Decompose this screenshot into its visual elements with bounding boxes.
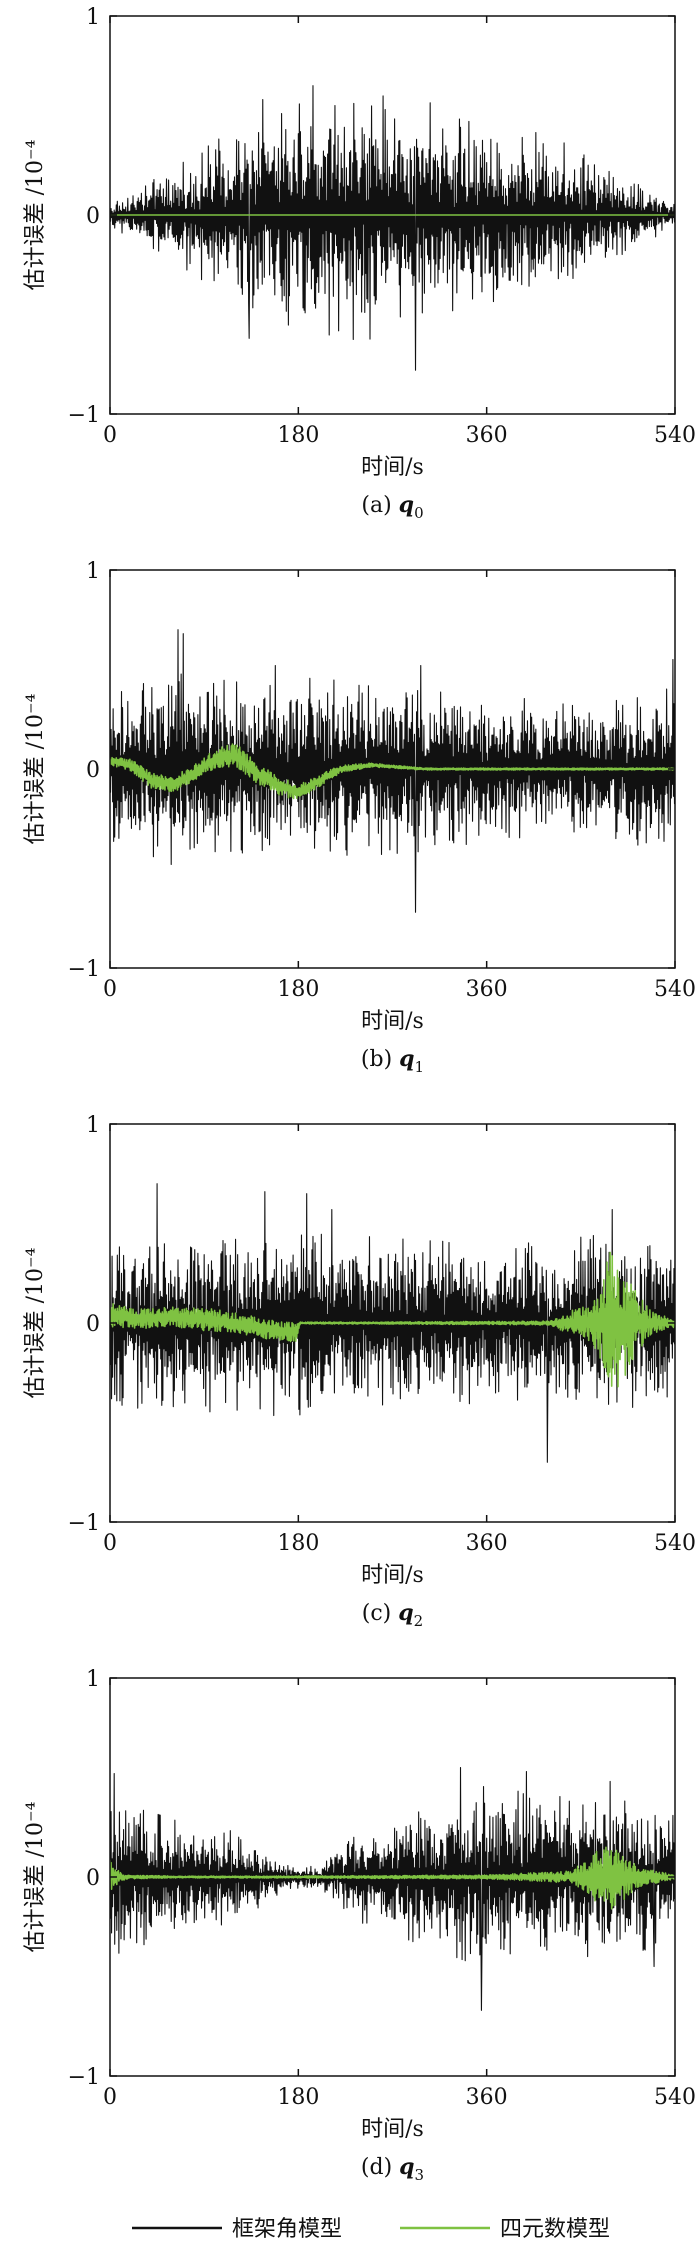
x-axis-title-a: 时间/s (361, 455, 424, 480)
y-tick-label-a: −1 (68, 403, 100, 428)
x-tick-label-a: 0 (103, 423, 117, 448)
legend-label-gimbal: 框架角模型 (232, 2217, 342, 2242)
y-tick-label-c: 1 (86, 1113, 100, 1138)
x-tick-label-c: 180 (277, 1531, 319, 1556)
x-tick-label-d: 540 (654, 2085, 696, 2110)
caption-d: (d) q3 (361, 2154, 424, 2184)
y-tick-label-a: 0 (86, 204, 100, 229)
y-tick-label-d: −1 (68, 2065, 100, 2090)
x-tick-label-d: 0 (103, 2085, 117, 2110)
x-tick-label-b: 0 (103, 977, 117, 1002)
series-gimbal-c (110, 1183, 675, 1463)
series-quaternion-c (110, 1251, 675, 1388)
x-tick-label-d: 360 (466, 2085, 508, 2110)
x-axis-title-d: 时间/s (361, 2117, 424, 2142)
x-tick-label-b: 540 (654, 977, 696, 1002)
x-tick-label-c: 540 (654, 1531, 696, 1556)
caption-a: (a) q0 (361, 492, 423, 522)
x-tick-label-b: 180 (277, 977, 319, 1002)
series-quaternion-b (110, 743, 675, 800)
x-tick-label-a: 360 (466, 423, 508, 448)
x-tick-label-c: 360 (466, 1531, 508, 1556)
x-tick-label-d: 180 (277, 2085, 319, 2110)
plot-area-b (110, 629, 675, 913)
series-quaternion-d (110, 1846, 675, 1910)
y-tick-label-c: −1 (68, 1511, 100, 1536)
x-tick-label-a: 540 (654, 423, 696, 448)
x-axis-title-b: 时间/s (361, 1009, 424, 1034)
series-gimbal-a (110, 85, 675, 371)
y-axis-title-d: 估计误差 /10⁻⁴ (23, 1801, 48, 1952)
legend: 框架角模型 四元数模型 (132, 2217, 610, 2242)
plot-area-a (110, 85, 675, 371)
caption-c: (c) q2 (362, 1600, 423, 1630)
x-tick-label-b: 360 (466, 977, 508, 1002)
y-tick-label-d: 1 (86, 1667, 100, 1692)
y-tick-label-d: 0 (86, 1866, 100, 1891)
caption-b: (b) q1 (361, 1046, 424, 1076)
y-tick-label-b: 1 (86, 559, 100, 584)
series-gimbal-d (110, 1767, 675, 2011)
plot-area-c (110, 1183, 675, 1463)
y-axis-title-c: 估计误差 /10⁻⁴ (23, 1247, 48, 1398)
y-tick-label-a: 1 (86, 5, 100, 30)
plot-area-d (110, 1767, 675, 2011)
y-tick-label-b: 0 (86, 758, 100, 783)
x-tick-label-a: 180 (277, 423, 319, 448)
x-axis-title-c: 时间/s (361, 1563, 424, 1588)
series-gimbal-b (110, 629, 675, 913)
y-tick-label-b: −1 (68, 957, 100, 982)
y-axis-title-a: 估计误差 /10⁻⁴ (23, 139, 48, 290)
legend-label-quaternion: 四元数模型 (500, 2217, 610, 2242)
y-axis-title-b: 估计误差 /10⁻⁴ (23, 693, 48, 844)
y-tick-label-c: 0 (86, 1312, 100, 1337)
x-tick-label-c: 0 (103, 1531, 117, 1556)
